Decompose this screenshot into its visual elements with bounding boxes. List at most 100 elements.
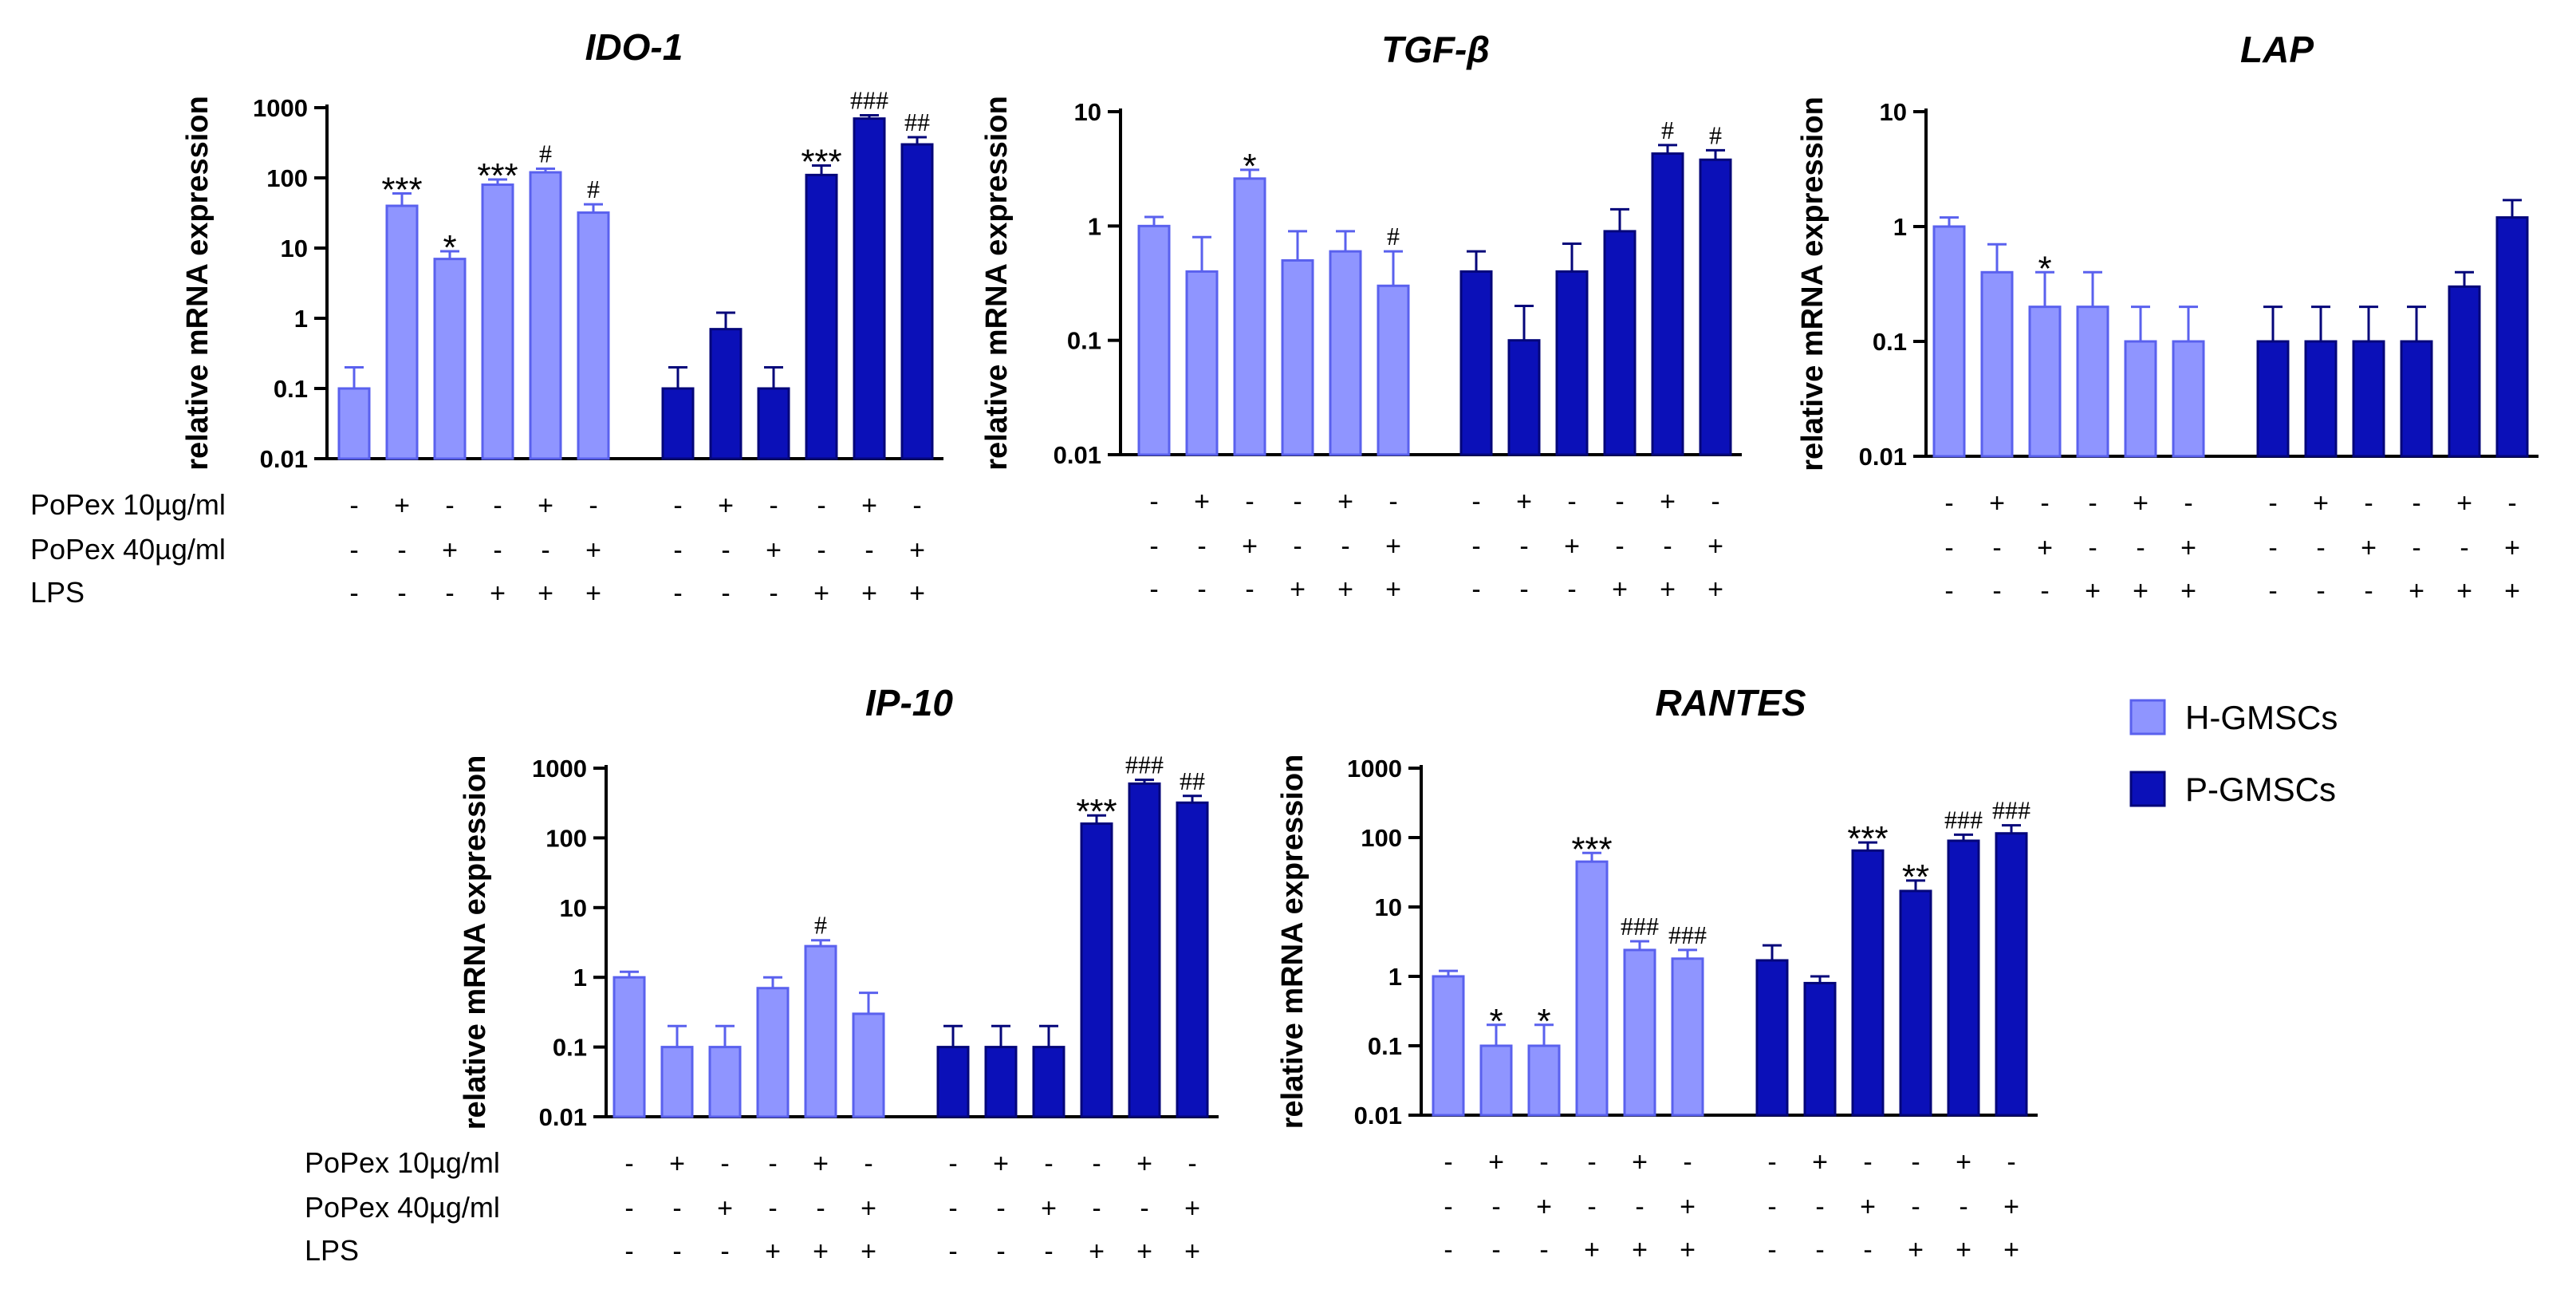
h-gmscs-bar	[756, 987, 790, 1118]
p-gmscs-bar	[2448, 285, 2481, 458]
h-gmscs-bar	[852, 1012, 885, 1118]
condition-symbol: +	[1385, 574, 1401, 605]
p-gmscs-bar	[1803, 981, 1837, 1117]
condition-symbol: +	[538, 578, 553, 609]
h-gmscs-bar	[2172, 340, 2205, 458]
condition-symbol: -	[721, 535, 730, 566]
significance-hash: #	[1387, 222, 1400, 250]
condition-symbol: -	[1567, 574, 1576, 605]
condition-symbol: +	[1680, 1235, 1696, 1265]
p-gmscs-bar	[1947, 839, 1980, 1117]
y-tick-label: 100	[1361, 824, 1402, 852]
condition-symbol: -	[769, 578, 778, 609]
condition-symbol: +	[1956, 1235, 1971, 1265]
y-axis-label: relative mRNA expression	[1796, 97, 1830, 471]
condition-symbol: +	[765, 1236, 781, 1267]
condition-symbol: -	[624, 1149, 633, 1179]
condition-symbol: -	[1444, 1192, 1452, 1222]
y-tick-label: 0.01	[1354, 1102, 1402, 1130]
significance-hash: ###	[1125, 751, 1164, 779]
h-gmscs-bar	[433, 258, 467, 460]
condition-symbol: -	[673, 578, 682, 609]
condition-symbol: +	[1812, 1147, 1828, 1177]
condition-symbol: +	[718, 491, 734, 521]
condition-symbol: -	[2007, 1147, 2015, 1177]
condition-symbol: +	[585, 578, 601, 609]
condition-label: PoPex 10µg/ml	[305, 1146, 500, 1179]
condition-symbol: -	[1911, 1192, 1920, 1222]
condition-symbol: -	[1149, 574, 1158, 605]
condition-symbol: +	[2504, 576, 2520, 606]
chart-title: IDO-1	[585, 26, 683, 68]
condition-symbol: -	[1944, 576, 1953, 606]
p-gmscs-bar	[1603, 230, 1637, 456]
condition-symbol: -	[1587, 1147, 1596, 1177]
h-gmscs-bar	[337, 387, 371, 460]
condition-symbol: -	[1711, 487, 1719, 517]
significance-hash: #	[1661, 116, 1674, 144]
condition-symbol: +	[909, 535, 925, 566]
p-gmscs-bar	[661, 387, 695, 460]
condition-symbol: +	[2003, 1192, 2019, 1222]
p-gmscs-bar	[1699, 158, 1732, 456]
condition-symbol: -	[673, 535, 682, 566]
p-gmscs-bar	[1899, 889, 1932, 1117]
condition-symbol: -	[1519, 574, 1528, 605]
chart-title: RANTES	[1655, 682, 1806, 723]
condition-symbol: -	[1471, 574, 1480, 605]
condition-symbol: -	[1911, 1147, 1920, 1177]
condition-symbol: +	[813, 1149, 829, 1179]
h-gmscs-bar	[2028, 306, 2062, 458]
condition-symbol: -	[1615, 531, 1624, 562]
condition-symbol: -	[2460, 533, 2468, 563]
condition-symbol: +	[669, 1149, 685, 1179]
condition-symbol: -	[445, 578, 454, 609]
condition-symbol: +	[1516, 487, 1532, 517]
y-tick-label: 0.1	[274, 375, 308, 403]
significance-hash: #	[587, 175, 600, 203]
significance-hash: #	[814, 911, 827, 940]
condition-symbol: -	[397, 535, 406, 566]
condition-symbol: +	[1242, 531, 1258, 562]
condition-symbol: +	[861, 578, 877, 609]
panel-ido-1: IDO-1 relative mRNA expression 0.01 0.1 1 10 1…	[30, 26, 943, 609]
condition-symbol: -	[1815, 1192, 1824, 1222]
h-gmscs-bar	[1980, 270, 2014, 458]
h-gmscs-bar	[1623, 948, 1656, 1117]
condition-symbol: -	[672, 1193, 681, 1224]
h-gmscs-bar	[660, 1046, 694, 1118]
condition-symbol: +	[2456, 576, 2472, 606]
condition-symbol: -	[1044, 1236, 1053, 1267]
condition-symbol: +	[2313, 488, 2329, 518]
condition-symbol: +	[1337, 574, 1353, 605]
condition-symbol: +	[2133, 488, 2149, 518]
condition-symbol: -	[1092, 1193, 1101, 1224]
h-gmscs-bar	[1185, 270, 1219, 456]
condition-symbol: -	[865, 535, 873, 566]
condition-symbol: -	[720, 1236, 729, 1267]
chart-title: IP-10	[865, 682, 953, 723]
y-tick-label: 0.01	[1859, 443, 1907, 471]
significance-hash: #	[539, 140, 552, 168]
condition-symbol: +	[2037, 533, 2053, 563]
significance-star: **	[1902, 858, 1929, 897]
condition-symbol: -	[2184, 488, 2192, 518]
condition-symbol: +	[1184, 1236, 1200, 1267]
condition-symbol: +	[490, 578, 506, 609]
h-gmscs-bar	[1575, 860, 1609, 1117]
condition-symbol: +	[861, 1193, 876, 1224]
y-tick-label: 0.1	[553, 1034, 587, 1062]
significance-star: ***	[381, 171, 422, 210]
condition-symbol: +	[1632, 1235, 1648, 1265]
h-gmscs-bar	[1432, 975, 1465, 1117]
condition-symbol: -	[672, 1236, 681, 1267]
condition-symbol: -	[2268, 576, 2277, 606]
y-tick-label: 10	[560, 894, 587, 922]
y-tick-label: 100	[546, 824, 587, 852]
p-gmscs-bar	[1459, 270, 1493, 456]
condition-symbol: -	[996, 1193, 1005, 1224]
condition-symbol: -	[2136, 533, 2145, 563]
condition-symbol: -	[1245, 574, 1254, 605]
h-gmscs-bar	[577, 211, 610, 460]
condition-symbol: -	[1992, 533, 2001, 563]
